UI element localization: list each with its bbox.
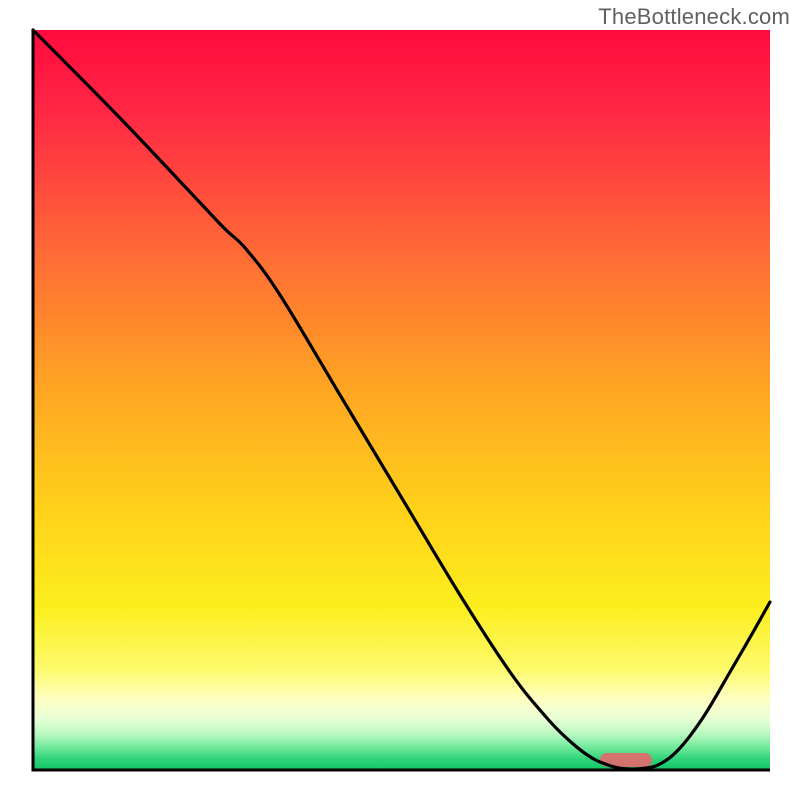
watermark: TheBottleneck.com <box>598 4 790 30</box>
